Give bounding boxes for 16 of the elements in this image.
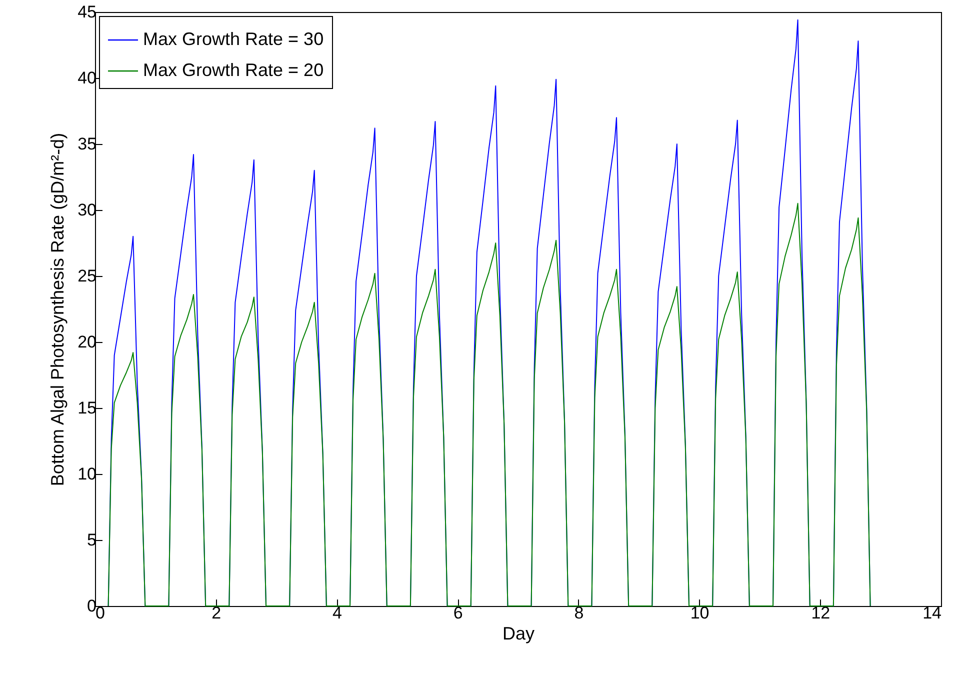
x-tick-label: 4 <box>332 604 342 622</box>
y-tick-label: 35 <box>78 134 96 154</box>
x-tick-label: 8 <box>574 604 584 622</box>
x-tick-label: 6 <box>453 604 463 622</box>
y-axis-title: Bottom Algal Photosynthesis Rate (gD/m²-d) <box>48 132 68 486</box>
legend-label: Max Growth Rate = 30 <box>143 29 324 49</box>
y-tick-label: 25 <box>78 266 96 286</box>
legend-label: Max Growth Rate = 20 <box>143 60 324 80</box>
line-series <box>108 202 871 606</box>
x-tick-label: 2 <box>212 604 222 622</box>
x-tick-label: 12 <box>811 604 830 622</box>
x-axis-title: Day <box>502 624 535 644</box>
y-tick-label: 15 <box>78 398 96 418</box>
x-tick-label: 10 <box>690 604 710 622</box>
x-tick-label: 14 <box>922 604 942 622</box>
y-tick-label: 45 <box>78 2 96 22</box>
